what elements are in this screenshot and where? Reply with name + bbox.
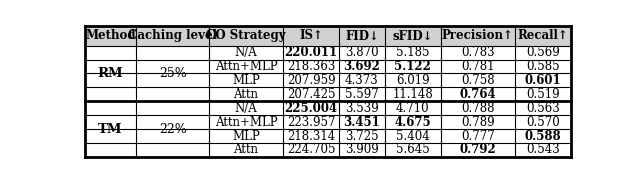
Text: 5.122: 5.122 (394, 60, 431, 73)
Text: 3.539: 3.539 (345, 102, 379, 115)
Text: 0.792: 0.792 (460, 144, 496, 156)
Bar (85, 115, 571, 129)
Text: MLP: MLP (232, 130, 260, 143)
Text: 0.570: 0.570 (526, 116, 559, 129)
Text: N/A: N/A (235, 102, 257, 115)
Bar (85, 101, 571, 115)
Text: IS↑: IS↑ (299, 29, 323, 42)
Text: Attn: Attn (234, 144, 259, 156)
Text: 207.959: 207.959 (287, 74, 335, 87)
Text: 4.373: 4.373 (345, 74, 379, 87)
Text: 218.314: 218.314 (287, 130, 335, 143)
Text: 3.692: 3.692 (344, 60, 380, 73)
Text: 220.011: 220.011 (285, 46, 338, 59)
Text: 3.909: 3.909 (345, 144, 379, 156)
Text: 5.597: 5.597 (345, 88, 379, 101)
Text: FID↓: FID↓ (345, 29, 379, 42)
Text: 11.148: 11.148 (392, 88, 433, 101)
Text: 4.710: 4.710 (396, 102, 429, 115)
Text: N/A: N/A (235, 46, 257, 59)
Text: TM: TM (98, 123, 123, 136)
Text: 3.725: 3.725 (345, 130, 379, 143)
Text: 0.569: 0.569 (526, 46, 559, 59)
Text: RM: RM (97, 67, 124, 80)
Text: 0.563: 0.563 (526, 102, 559, 115)
Text: 3.451: 3.451 (344, 116, 380, 129)
Text: CO Strategy: CO Strategy (206, 29, 286, 42)
Text: 0.585: 0.585 (526, 60, 559, 73)
Text: 3.870: 3.870 (345, 46, 379, 59)
Bar (85, 73, 571, 87)
Text: 5.185: 5.185 (396, 46, 429, 59)
Text: 0.789: 0.789 (461, 116, 495, 129)
Text: 0.601: 0.601 (524, 74, 561, 87)
Text: Attn+MLP: Attn+MLP (215, 116, 277, 129)
Text: 25%: 25% (159, 67, 186, 80)
Bar (85, 60, 571, 73)
Text: 5.645: 5.645 (396, 144, 429, 156)
Text: 22%: 22% (159, 123, 186, 136)
Text: 0.788: 0.788 (461, 102, 495, 115)
Text: MLP: MLP (232, 74, 260, 87)
Bar (85, 143, 571, 157)
Text: 0.543: 0.543 (526, 144, 559, 156)
Text: 207.425: 207.425 (287, 88, 335, 101)
Text: 0.764: 0.764 (460, 88, 496, 101)
Text: 0.781: 0.781 (461, 60, 495, 73)
Bar (85, 46, 571, 60)
Text: sFID↓: sFID↓ (392, 29, 433, 42)
Text: 0.758: 0.758 (461, 74, 495, 87)
Text: Precision↑: Precision↑ (442, 29, 514, 42)
Text: 224.705: 224.705 (287, 144, 335, 156)
Text: Attn: Attn (234, 88, 259, 101)
Text: 223.957: 223.957 (287, 116, 335, 129)
Text: Attn+MLP: Attn+MLP (215, 60, 277, 73)
Text: 0.777: 0.777 (461, 130, 495, 143)
Bar (85, 129, 571, 143)
Text: 0.783: 0.783 (461, 46, 495, 59)
Text: Recall↑: Recall↑ (517, 29, 568, 42)
Bar (85, 87, 571, 101)
Text: 225.004: 225.004 (285, 102, 338, 115)
Text: 218.363: 218.363 (287, 60, 335, 73)
Text: 4.675: 4.675 (394, 116, 431, 129)
Text: 5.404: 5.404 (396, 130, 429, 143)
Text: Method: Method (85, 29, 136, 42)
Bar (85, 26, 571, 46)
Text: 0.588: 0.588 (524, 130, 561, 143)
Text: 6.019: 6.019 (396, 74, 429, 87)
Text: Caching level: Caching level (128, 29, 217, 42)
Text: 0.519: 0.519 (526, 88, 559, 101)
